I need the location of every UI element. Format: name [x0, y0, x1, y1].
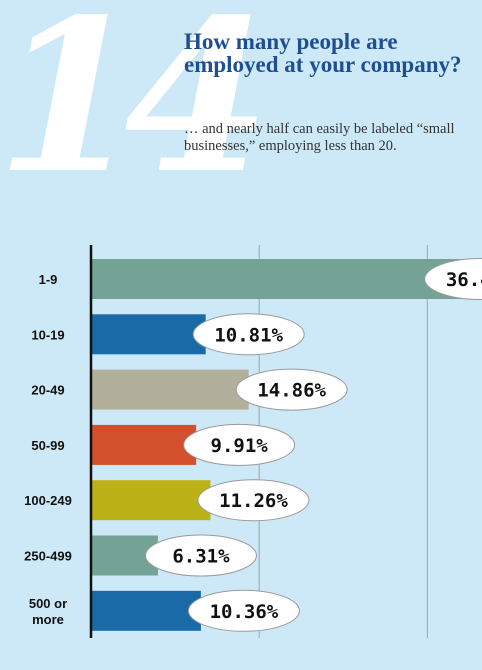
- value-label: 9.91%: [211, 435, 269, 457]
- bar: [91, 590, 201, 631]
- category-label: 20-49: [31, 383, 64, 398]
- value-bubble: [424, 258, 482, 300]
- value-label: 36.49%: [446, 269, 482, 291]
- question-number: 14: [0, 0, 270, 220]
- category-label: 50-99: [31, 438, 64, 453]
- category-label: 250-499: [24, 549, 72, 564]
- category-label: 10-19: [31, 327, 64, 342]
- chart-subtitle: … and nearly half can easily be labeled …: [184, 121, 455, 154]
- value-label: 10.81%: [214, 324, 283, 346]
- bar: [91, 259, 479, 299]
- bar: [91, 424, 197, 465]
- bar: [91, 369, 249, 410]
- value-bubble: [235, 368, 348, 411]
- value-label: 14.86%: [257, 380, 326, 402]
- value-label: 6.31%: [172, 546, 230, 568]
- category-label: 1-9: [39, 272, 58, 287]
- category-label: 100-249: [24, 493, 72, 508]
- bar: [91, 314, 206, 355]
- value-bubble: [187, 589, 300, 632]
- value-bubble: [192, 313, 305, 356]
- chart-title: How many people are employed at your com…: [184, 29, 462, 77]
- value-bubble: [183, 423, 296, 466]
- value-label: 11.26%: [219, 490, 288, 512]
- category-label: 500 or more: [29, 596, 67, 627]
- value-bubble: [197, 479, 310, 522]
- value-bubble: [144, 534, 257, 577]
- bar: [91, 480, 211, 521]
- value-label: 10.36%: [210, 601, 279, 623]
